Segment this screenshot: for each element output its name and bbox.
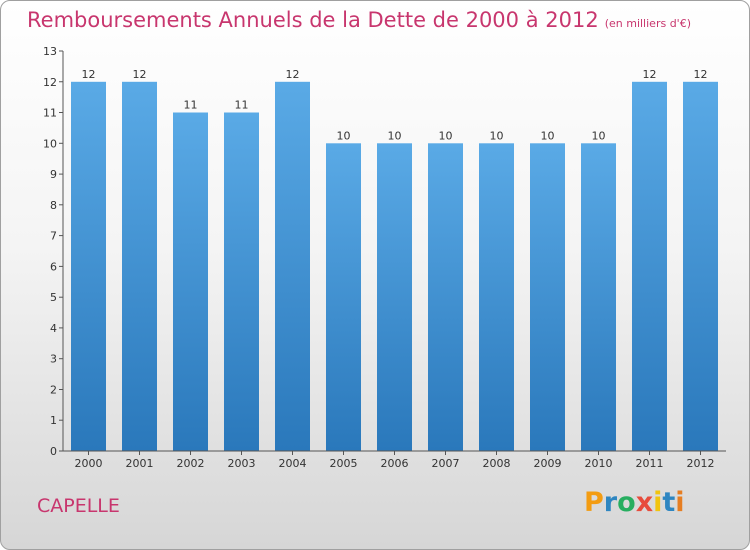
bar-2012	[683, 81, 718, 452]
data-label-2010: 10	[592, 129, 606, 142]
chart-unit: (en milliers d'€)	[604, 17, 691, 30]
bar-2006	[377, 143, 412, 452]
data-label-2001: 12	[133, 68, 147, 81]
x-tick-label-2005: 2005	[330, 457, 358, 470]
x-tick-label-2000: 2000	[75, 457, 103, 470]
x-tick-label-2004: 2004	[279, 457, 307, 470]
logo-letter: t	[662, 487, 676, 518]
y-tick-label-9: 9	[50, 168, 57, 181]
chart-title: Remboursements Annuels de la Dette de 20…	[27, 8, 691, 32]
data-label-2000: 12	[82, 68, 96, 81]
y-tick-label-5: 5	[50, 291, 57, 304]
x-tick-label-2002: 2002	[177, 457, 205, 470]
place-name: CAPELLE	[37, 495, 120, 517]
data-label-2007: 10	[439, 129, 453, 142]
y-tick-label-2: 2	[50, 384, 57, 397]
x-tick-label-2011: 2011	[636, 457, 664, 470]
x-tick-label-2010: 2010	[585, 457, 613, 470]
proxiti-logo: Proxiti	[584, 487, 685, 518]
axis-layer: 2000 2001 2002 2003 2004 2005 2006 2007 2008 2009…	[43, 45, 726, 470]
y-tick-label-10: 10	[43, 137, 57, 150]
bar-2003	[224, 112, 259, 451]
data-label-2008: 10	[490, 129, 504, 142]
y-tick-label-7: 7	[50, 230, 57, 243]
chart-title-text: Remboursements Annuels de la Dette de 20…	[27, 8, 599, 32]
y-tick-label-8: 8	[50, 199, 57, 212]
y-tick-label-1: 1	[50, 414, 57, 427]
y-tick-label-3: 3	[50, 353, 57, 366]
y-tick-label-4: 4	[50, 322, 57, 335]
x-tick-label-2001: 2001	[126, 457, 154, 470]
bars-layer: 12 12 11 11 12 10 10 10 10 10 10 12 12	[71, 68, 718, 452]
y-tick-label-11: 11	[43, 107, 57, 120]
logo-letter: i	[675, 487, 685, 518]
y-tick-label-6: 6	[50, 260, 57, 273]
bar-2010	[581, 143, 616, 452]
bar-2008	[479, 143, 514, 452]
logo-letter: P	[584, 487, 604, 518]
data-label-2005: 10	[337, 129, 351, 142]
x-tick-label-2008: 2008	[483, 457, 511, 470]
x-tick-label-2012: 2012	[687, 457, 715, 470]
bar-2001	[122, 81, 157, 452]
bar-2009	[530, 143, 565, 452]
logo-letter: x	[635, 487, 654, 518]
data-label-2003: 11	[235, 99, 249, 112]
x-tick-label-2006: 2006	[381, 457, 409, 470]
x-tick-label-2009: 2009	[534, 457, 562, 470]
logo-letter: r	[603, 487, 618, 518]
y-tick-label-13: 13	[43, 45, 57, 58]
bar-2011	[632, 81, 667, 452]
bar-2000	[71, 81, 106, 452]
y-tick-label-12: 12	[43, 76, 57, 89]
data-label-2004: 12	[286, 68, 300, 81]
data-label-2006: 10	[388, 129, 402, 142]
logo-letter: i	[653, 487, 663, 518]
bar-2007	[428, 143, 463, 452]
x-tick-label-2007: 2007	[432, 457, 460, 470]
bar-2004	[275, 81, 310, 452]
y-tick-label-0: 0	[50, 445, 57, 458]
data-label-2012: 12	[694, 68, 708, 81]
logo-letter: o	[617, 487, 636, 518]
x-tick-label-2003: 2003	[228, 457, 256, 470]
bar-2002	[173, 112, 208, 451]
data-label-2011: 12	[643, 68, 657, 81]
data-label-2009: 10	[541, 129, 555, 142]
bar-2005	[326, 143, 361, 452]
data-label-2002: 11	[184, 99, 198, 112]
